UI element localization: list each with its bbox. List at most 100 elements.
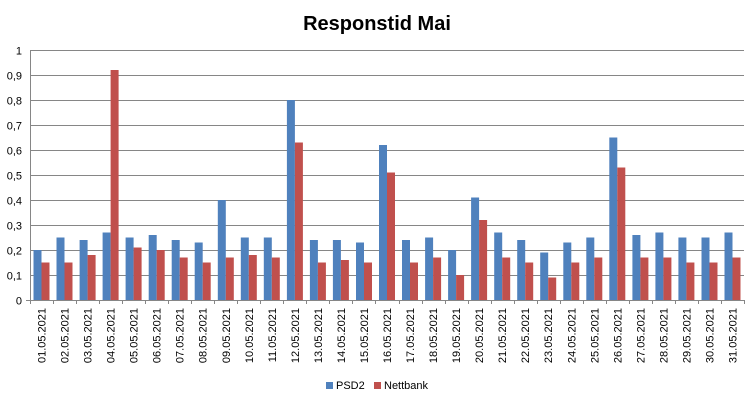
bar-nettbank [732, 257, 741, 300]
x-tick-label: 23.05.2021 [543, 308, 555, 363]
bar-psd2 [586, 237, 595, 300]
x-tick-label: 12.05.2021 [290, 308, 302, 363]
bar-nettbank [686, 262, 695, 300]
bar-psd2 [448, 250, 457, 300]
y-tick-label: 0,2 [7, 246, 22, 258]
y-tick-label: 0,3 [7, 221, 22, 233]
bar-psd2 [563, 242, 572, 300]
x-tick-label: 15.05.2021 [359, 308, 371, 363]
bar-psd2 [171, 240, 180, 300]
x-tick-label: 16.05.2021 [382, 308, 394, 363]
bar-nettbank [179, 257, 188, 300]
bar-nettbank [479, 220, 488, 300]
x-tick-labels: 01.05.2021 02.05.2021 03.05.2021 04.05.2021… [37, 308, 740, 363]
x-tick-label: 22.05.2021 [520, 308, 532, 363]
x-tick-label: 19.05.2021 [451, 308, 463, 363]
x-tick-label: 04.05.2021 [106, 308, 118, 363]
bar-psd2 [148, 235, 157, 300]
x-tick-label: 03.05.2021 [83, 308, 95, 363]
bar-psd2 [79, 240, 88, 300]
bar-nettbank [571, 262, 580, 300]
bar-nettbank [340, 260, 349, 300]
x-tick-label: 05.05.2021 [129, 308, 141, 363]
legend-swatch-nettbank [374, 382, 381, 389]
x-tick-label: 17.05.2021 [405, 308, 417, 363]
x-tick-label: 26.05.2021 [612, 308, 624, 363]
x-tick-label: 28.05.2021 [658, 308, 670, 363]
bar-psd2 [517, 240, 526, 300]
x-tick-label: 07.05.2021 [175, 308, 187, 363]
x-tick-label: 02.05.2021 [60, 308, 72, 363]
bar-nettbank [640, 257, 649, 300]
legend: PSD2 Nettbank [326, 380, 429, 392]
y-tick-label: 0,6 [7, 146, 22, 158]
x-tick-label: 08.05.2021 [198, 308, 210, 363]
bar-nettbank [502, 257, 511, 300]
legend-label-nettbank: Nettbank [384, 380, 429, 392]
x-tick-label: 09.05.2021 [221, 308, 233, 363]
x-tick-label: 29.05.2021 [681, 308, 693, 363]
bar-nettbank [410, 262, 418, 300]
bar-psd2 [701, 237, 710, 300]
bar-nettbank [594, 257, 603, 300]
y-tick-label: 0,5 [7, 171, 22, 183]
bar-nettbank [364, 262, 372, 300]
x-tick-label: 10.05.2021 [244, 308, 256, 363]
y-tick-label: 0 [16, 296, 22, 308]
bar-psd2 [425, 237, 434, 300]
bar-nettbank [387, 172, 395, 300]
x-tick-label: 01.05.2021 [37, 308, 49, 363]
bar-psd2 [102, 232, 111, 300]
x-tick-label: 20.05.2021 [474, 308, 486, 363]
bar-nettbank [548, 277, 557, 300]
x-tick-label: 30.05.2021 [704, 308, 716, 363]
x-tick-label: 06.05.2021 [152, 308, 164, 363]
bar-nettbank [156, 250, 165, 300]
bar-psd2 [379, 145, 387, 300]
bar-psd2 [678, 237, 687, 300]
x-tick-label: 21.05.2021 [497, 308, 509, 363]
bar-nettbank [133, 247, 142, 300]
x-tick-label: 13.05.2021 [313, 308, 325, 363]
bar-psd2 [471, 197, 480, 300]
bar-nettbank [294, 142, 303, 300]
bar-nettbank [41, 262, 50, 300]
bar-nettbank [317, 262, 326, 300]
bar-psd2 [724, 232, 733, 300]
bar-psd2 [194, 242, 203, 300]
bar-nettbank [456, 275, 465, 300]
axes: 0 0,1 0,2 0,3 0,4 0,5 0,6 0,7 0,8 0,9 1 [7, 46, 745, 308]
y-tick-label: 0,8 [7, 96, 22, 108]
bar-psd2 [56, 237, 65, 300]
bar-nettbank [663, 257, 672, 300]
bar-psd2 [609, 137, 618, 300]
y-tick-label: 0,9 [7, 71, 22, 83]
x-tick-label: 27.05.2021 [635, 308, 647, 363]
bar-psd2 [125, 237, 134, 300]
bar-nettbank [525, 262, 534, 300]
bar-psd2 [240, 237, 249, 300]
x-tick-label: 24.05.2021 [566, 308, 578, 363]
bar-psd2 [494, 232, 503, 300]
y-tick-label: 0,7 [7, 121, 22, 133]
bar-nettbank [433, 257, 442, 300]
bar-psd2 [655, 232, 664, 300]
bar-nettbank [225, 257, 234, 300]
bar-psd2 [286, 100, 295, 300]
x-tick-label: 14.05.2021 [336, 308, 348, 363]
x-tick-label: 18.05.2021 [428, 308, 440, 363]
bar-psd2 [632, 235, 641, 300]
bars [33, 70, 741, 300]
bar-psd2 [356, 242, 364, 300]
legend-swatch-psd2 [326, 382, 333, 389]
legend-label-psd2: PSD2 [336, 380, 365, 392]
y-tick-label: 0,1 [7, 271, 22, 283]
bar-nettbank [248, 255, 257, 300]
bar-nettbank [271, 257, 280, 300]
y-tick-label: 1 [16, 46, 22, 58]
bar-psd2 [309, 240, 318, 300]
bar-nettbank [87, 255, 96, 300]
bar-nettbank [110, 70, 119, 300]
